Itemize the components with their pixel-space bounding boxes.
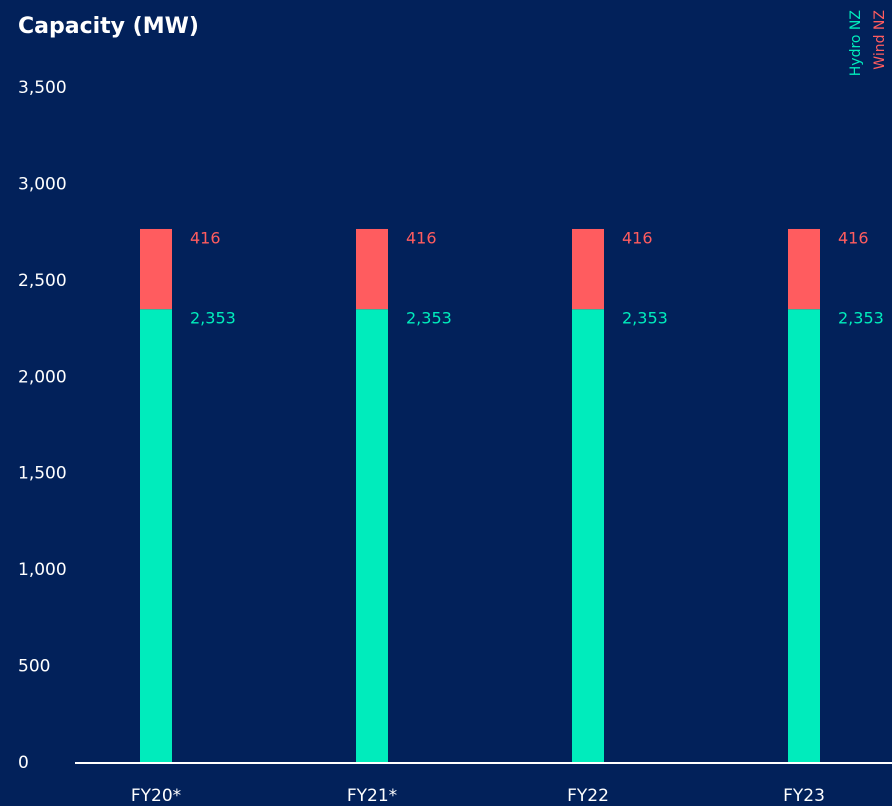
- y-tick-label: 1,000: [18, 560, 67, 580]
- data-label: 416: [622, 228, 653, 247]
- y-tick-label: 0: [18, 753, 29, 773]
- bar-segment: [572, 228, 604, 310]
- chart-title: Capacity (MW): [18, 14, 199, 39]
- x-tick-label: FY21*: [347, 786, 397, 806]
- bar-segment: [140, 228, 172, 310]
- x-tick-label: FY22: [567, 786, 609, 806]
- y-tick-label: 2,000: [18, 367, 67, 387]
- bar-segment: [140, 309, 172, 763]
- y-tick-label: 1,500: [18, 464, 67, 484]
- legend-entry: Hydro NZ: [848, 10, 864, 76]
- bar-segment: [356, 228, 388, 310]
- data-label: 2,353: [622, 309, 668, 328]
- data-label: 416: [190, 228, 221, 247]
- x-tick-label: FY20*: [131, 786, 181, 806]
- data-label: 416: [838, 228, 869, 247]
- y-tick-label: 3,500: [18, 78, 67, 98]
- bar-segment: [356, 309, 388, 763]
- data-label: 2,353: [190, 309, 236, 328]
- x-tick-label: FY23: [783, 786, 825, 806]
- data-label: 2,353: [406, 309, 452, 328]
- data-label: 2,353: [838, 309, 884, 328]
- bar-segment: [788, 228, 820, 310]
- data-label: 416: [406, 228, 437, 247]
- y-tick-label: 3,000: [18, 174, 67, 194]
- bar-segment: [788, 309, 820, 763]
- y-tick-label: 2,500: [18, 271, 67, 291]
- y-tick-label: 500: [18, 657, 50, 677]
- bar-segment: [572, 309, 604, 763]
- legend-entry: Wind NZ: [872, 10, 888, 70]
